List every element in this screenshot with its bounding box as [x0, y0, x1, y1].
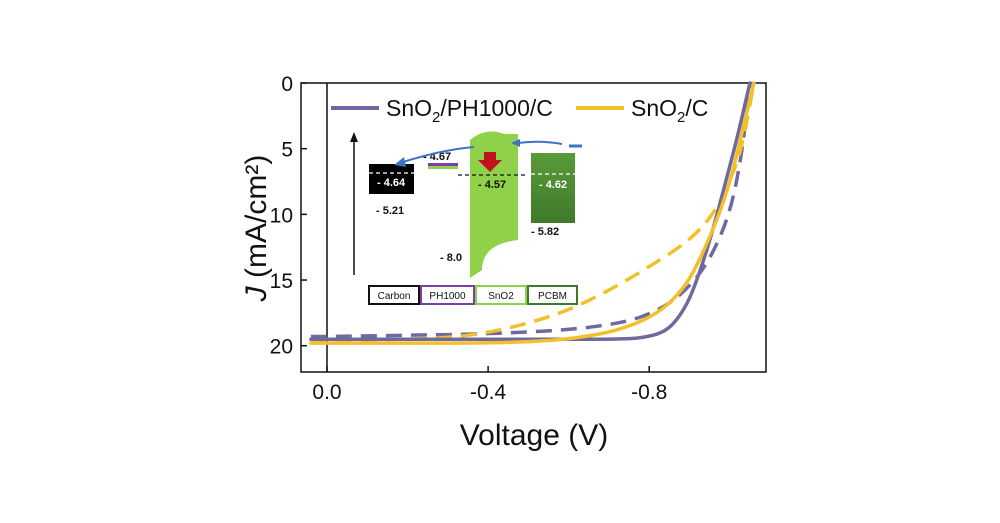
series-line-2 [309, 81, 756, 345]
ph1000-layer [428, 163, 458, 167]
material-label-1: PH1000 [429, 291, 466, 302]
electron-flow-arrow-2 [399, 146, 475, 164]
x-axis-title: Voltage (V) [460, 419, 608, 452]
material-box-0 [368, 285, 420, 305]
y-tick-label-1: 5 [281, 139, 293, 162]
legend: SnO2/PH1000/C SnO2/C [331, 95, 708, 126]
pcbm-block [531, 153, 575, 223]
material-box-2 [475, 285, 527, 305]
ph1000-green-stripe [428, 166, 458, 169]
sno2-down-arrow [478, 152, 502, 172]
material-label-0: Carbon [378, 291, 411, 302]
x-tick-label-1: -0.4 [470, 381, 507, 404]
carbon-fermi-level: - 4.64 [377, 177, 406, 189]
material-label-2: SnO2 [488, 291, 514, 302]
electron-flow-arrow-head-2 [394, 157, 406, 167]
y-tick-label-4: 20 [270, 336, 293, 359]
legend-label-sno2-c: SnO2/C [631, 95, 708, 126]
pcbm-fermi-level: - 4.62 [539, 179, 567, 191]
sno2-bottom-level: - 8.0 [440, 252, 462, 264]
y-tick-label-2: 10 [270, 204, 293, 227]
carbon-block [369, 164, 414, 194]
pcbm-bottom-level: - 5.82 [531, 226, 559, 238]
material-box-3 [527, 285, 578, 305]
material-box-1 [420, 285, 475, 305]
x-tick-label-0: 0.0 [312, 381, 341, 404]
y-axis-title: J (mA/cm²) [240, 155, 273, 303]
legend-label-sno2-ph1000-c: SnO2/PH1000/C [386, 95, 553, 126]
energy-level-inset: - 4.64 - 5.21 - 4.67 - 4.57 - 8.0 - 4.62… [350, 131, 582, 305]
electron-flow-arrow-1 [517, 140, 563, 145]
axis-ticks: 0.0 -0.4 -0.8 0 5 10 15 20 [270, 73, 668, 404]
carbon-bottom-level: - 5.21 [376, 205, 404, 217]
y-tick-label-3: 15 [270, 270, 293, 293]
series-layer [309, 81, 756, 345]
energy-arrow-head [350, 132, 358, 142]
y-axis-title-italic: J [240, 285, 273, 302]
sno2-block [470, 131, 518, 278]
material-labels: Carbon PH1000 SnO2 PCBM [368, 285, 578, 305]
electron-flow-arrow-head-1 [511, 139, 520, 147]
sno2-fermi-level: - 4.57 [478, 179, 506, 191]
y-tick-label-0: 0 [281, 73, 293, 96]
x-tick-label-2: -0.8 [631, 381, 667, 404]
plot-frame [300, 82, 767, 373]
y-axis-title-rest: (mA/cm²) [240, 155, 273, 287]
material-label-3: PCBM [538, 291, 567, 302]
